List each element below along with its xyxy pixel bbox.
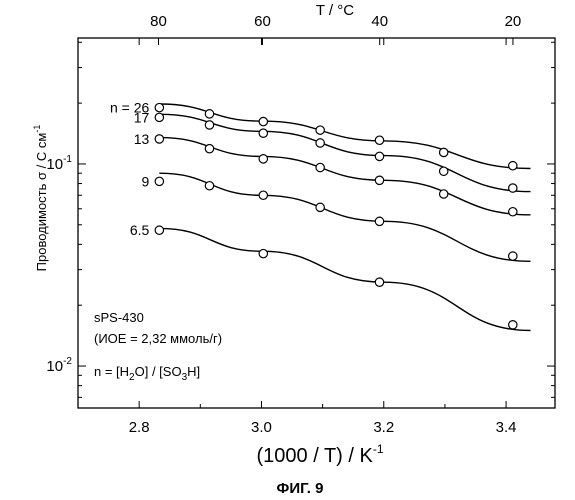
data-point — [259, 249, 267, 257]
data-point — [509, 321, 517, 329]
annotation-sample: sPS-430 — [94, 310, 144, 325]
x-tick-label: 3.4 — [496, 419, 517, 436]
top-tick-label: 60 — [254, 13, 271, 30]
fit-curve — [159, 228, 530, 330]
x-axis-title-sup: -1 — [373, 442, 384, 456]
data-point — [205, 182, 213, 190]
data-points-group: n = 26171396.5 — [110, 100, 517, 329]
data-point — [259, 191, 267, 199]
fit-curves-group — [159, 104, 530, 331]
top-tick-label: 80 — [150, 13, 167, 30]
data-point — [375, 136, 383, 144]
data-point — [205, 110, 213, 118]
plot-frame-group — [78, 38, 555, 408]
data-point — [259, 129, 267, 137]
fit-curve — [159, 138, 530, 215]
figure-caption: ФИГ. 9 — [277, 480, 324, 497]
data-point — [205, 121, 213, 129]
data-point — [155, 113, 163, 121]
data-point — [375, 217, 383, 225]
top-axis-title: T / °C — [316, 2, 354, 19]
data-point — [375, 152, 383, 160]
annotation-ioe: (ИОЕ = 2,32 ммоль/г) — [94, 331, 222, 346]
ratio-part-1: n = [H — [94, 364, 129, 379]
data-point — [375, 278, 383, 286]
data-point — [509, 184, 517, 192]
series-label: 6.5 — [130, 222, 150, 238]
data-point — [440, 148, 448, 156]
y-tick-label: 10-2 — [46, 356, 72, 375]
data-point — [509, 208, 517, 216]
fit-curve — [159, 173, 530, 261]
x-axis-title: (1000 / T) / K-1 — [256, 442, 383, 467]
data-point — [205, 144, 213, 152]
series-label: 17 — [134, 109, 150, 125]
data-point — [316, 203, 324, 211]
annotations-group: sPS-430 (ИОЕ = 2,32 ммоль/г) n = [H2O] /… — [94, 310, 222, 383]
plot-frame — [78, 38, 555, 408]
ratio-part-3: H] — [187, 364, 200, 379]
data-point — [155, 177, 163, 185]
top-tick-label: 20 — [505, 13, 522, 30]
x-tick-label: 2.8 — [129, 419, 150, 436]
x-tick-label: 3.0 — [251, 419, 272, 436]
data-point — [155, 103, 163, 111]
data-point — [316, 139, 324, 147]
data-point — [316, 126, 324, 134]
y-axis-title: Проводимость σ / С см-1 — [32, 125, 49, 272]
y-axis-title-main: Проводимость σ / С см — [34, 133, 49, 272]
fit-curve — [159, 104, 530, 169]
data-point — [440, 167, 448, 175]
data-point — [509, 252, 517, 260]
y-axis-title-sup: -1 — [32, 125, 42, 133]
data-point — [316, 163, 324, 171]
data-point — [155, 135, 163, 143]
data-point — [259, 155, 267, 163]
data-point — [259, 117, 267, 125]
data-point — [509, 162, 517, 170]
series-label: 13 — [134, 131, 150, 147]
fit-curve — [159, 114, 530, 191]
data-point — [155, 226, 163, 234]
x-axis-title-main: (1000 / T) / K — [256, 445, 373, 467]
series-label: 9 — [142, 173, 150, 189]
data-point — [375, 176, 383, 184]
top-tick-label: 40 — [371, 13, 388, 30]
data-point — [440, 190, 448, 198]
x-tick-label: 3.2 — [373, 419, 394, 436]
y-tick-label: 10-1 — [46, 154, 72, 173]
annotation-ratio: n = [H2O] / [SO3H] — [94, 364, 200, 383]
ratio-part-2: O] / [SO — [135, 364, 182, 379]
